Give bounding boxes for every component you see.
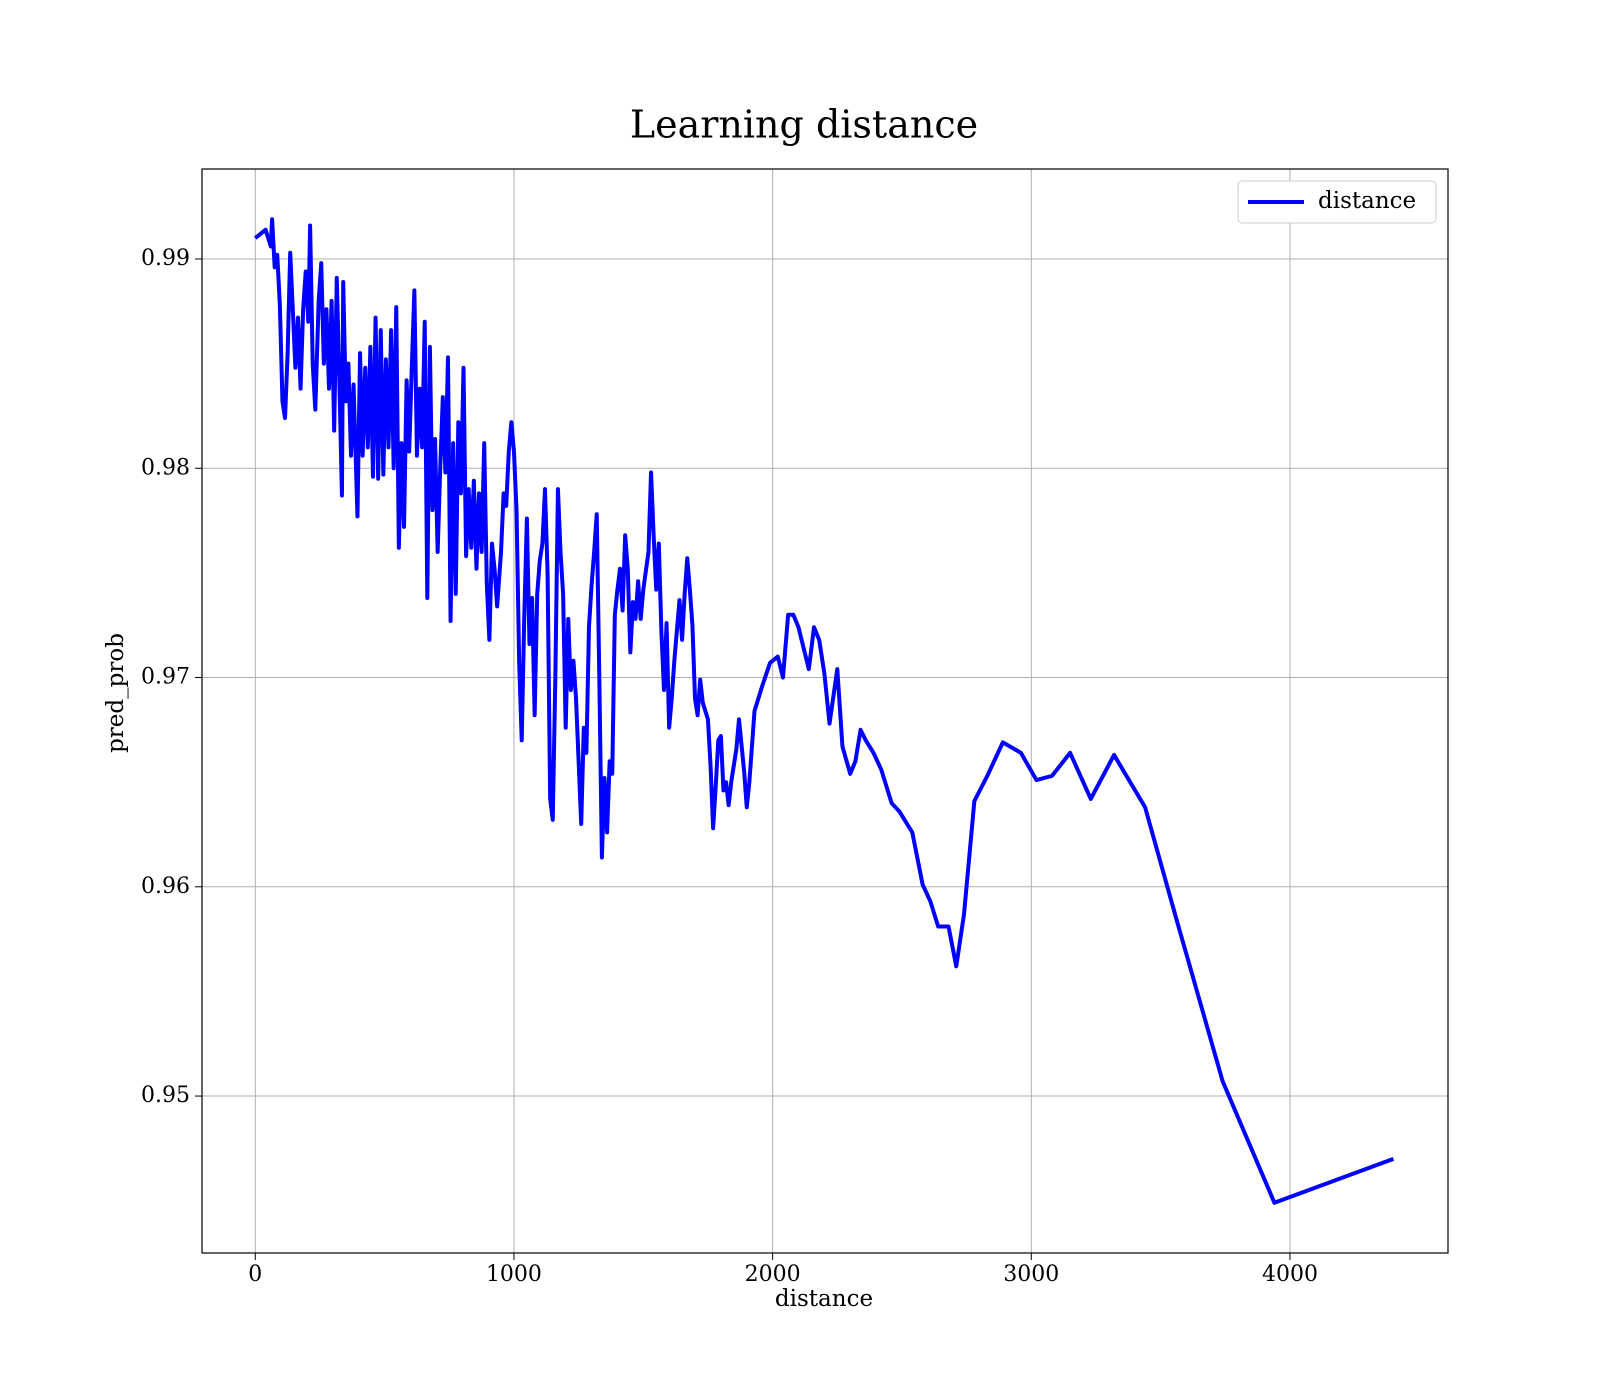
chart-title: Learning distance [630, 103, 978, 147]
legend-box [1237, 180, 1437, 224]
legend-label: distance [1318, 188, 1416, 214]
y-tick-label: 0.96 [141, 874, 190, 899]
x-tick-label: 4000 [1262, 1262, 1318, 1287]
plot-frame [201, 168, 1449, 1254]
x-tick-label: 3000 [1003, 1262, 1059, 1287]
x-tick-label: 2000 [745, 1262, 801, 1287]
y-tick-label: 0.99 [141, 246, 190, 271]
y-tick-label: 0.97 [141, 665, 190, 690]
x-axis-label: distance [775, 1286, 873, 1312]
y-tick-label: 0.98 [141, 455, 190, 480]
x-tick-label: 1000 [486, 1262, 542, 1287]
x-tick-label: 0 [248, 1262, 262, 1287]
y-tick-label: 0.95 [141, 1083, 190, 1108]
data-line [254, 217, 1395, 1205]
y-axis-label: pred_prob [103, 633, 129, 753]
